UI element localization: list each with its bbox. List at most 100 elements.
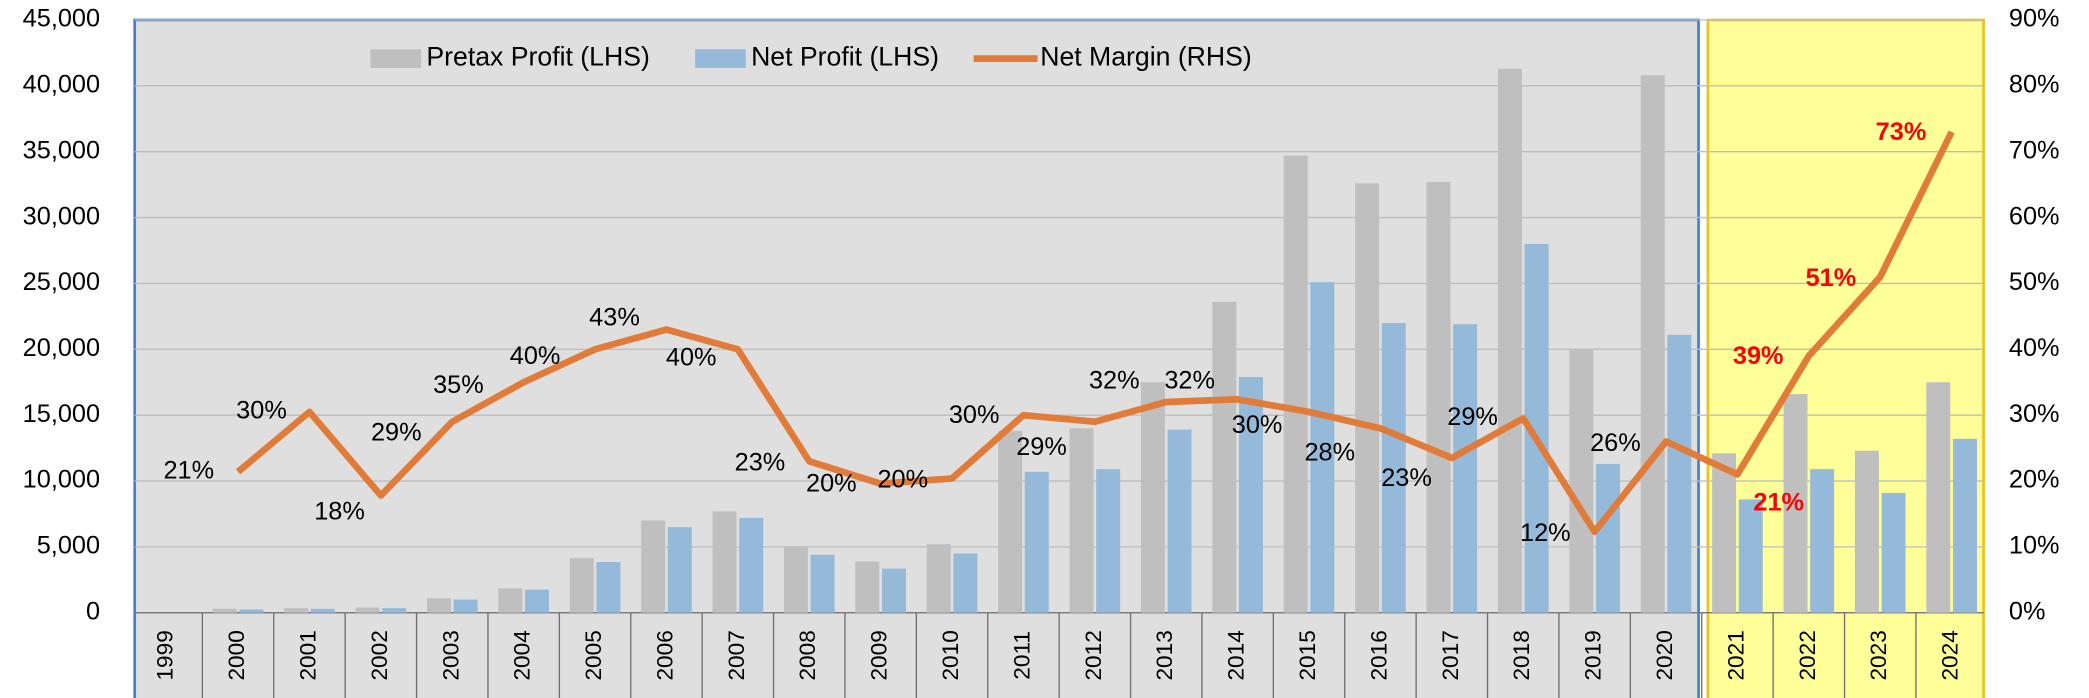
data-label: 23% [735,449,786,477]
legend-label: Net Margin (RHS) [1040,42,1252,72]
bar [1783,394,1808,613]
legend-label: Net Profit (LHS) [751,42,939,72]
y2-tick-label: 0% [2009,597,2046,625]
x-tick-label: 2019 [1581,630,1606,680]
x-tick-label: 2004 [510,630,535,680]
x-tick-label: 2009 [867,630,892,680]
data-label: 20% [877,466,928,494]
x-tick-label: 2015 [1295,630,1320,680]
y2-tick-label: 70% [2009,136,2060,164]
bar [1140,382,1165,613]
x-tick-label: 2021 [1723,630,1748,680]
bar [426,598,451,613]
bar [239,609,264,613]
data-label: 26% [1590,429,1641,457]
x-tick-label: 2016 [1366,630,1391,680]
data-label: 29% [1447,403,1498,431]
bar [1667,334,1692,613]
bar [569,558,594,613]
bar [1738,499,1763,613]
bar [667,527,692,613]
bar [855,561,880,613]
bar [810,554,835,613]
bar [453,599,478,613]
bar [1453,324,1478,613]
x-tick-label: 2022 [1795,630,1820,680]
x-tick-label: 2012 [1081,630,1106,680]
bar [1810,469,1835,613]
bar [284,608,309,613]
y-tick-label: 5,000 [37,532,100,560]
plot: 0 5,000 10,000 15,000 20,000 25,000 30,000 35,0… [23,5,2060,698]
x-tick-label: 2002 [367,630,392,680]
y2-tick-label: 90% [2009,5,2060,33]
bar [1167,429,1192,613]
bar [1524,243,1549,613]
bar [1381,322,1406,613]
bar [498,588,523,613]
bar [382,608,407,613]
bar [1426,182,1451,613]
bar [926,544,951,613]
y-tick-label: 20,000 [23,334,100,362]
data-label: 21% [163,456,214,484]
bar [712,511,737,613]
data-label: 32% [1164,367,1215,395]
data-label: 12% [1520,519,1571,547]
data-label: 30% [236,397,287,425]
bar [1238,376,1263,613]
data-label: 40% [666,343,717,371]
y-tick-label: 25,000 [23,268,100,296]
data-label: 35% [433,371,484,399]
bar [355,607,380,613]
data-label: 29% [1016,433,1067,461]
bar [310,608,335,613]
bar [1712,453,1737,613]
line [235,130,1955,536]
x-tick-label: 2005 [581,630,606,680]
y-tick-label: 40,000 [23,71,100,99]
bar [1212,301,1237,613]
bar [1024,471,1049,613]
y-tick-label: 45,000 [23,5,100,33]
x-tick-label: 2000 [224,630,249,680]
bar [1926,382,1951,613]
y2-tick-label: 50% [2009,268,2060,296]
bar [881,568,906,613]
x-tick-label: 2001 [295,630,320,680]
bar [212,608,237,613]
bar [1069,428,1094,613]
legend-swatch [695,49,746,68]
data-label: 73% [1876,118,1927,146]
data-label: 39% [1733,342,1784,370]
y-tick-label: 10,000 [23,466,100,494]
bar [641,520,666,613]
x-tick-label: 2014 [1224,630,1249,680]
bar [596,562,621,613]
legend-swatch [370,49,422,68]
data-label: 23% [1381,464,1432,492]
y-tick-label: 15,000 [23,400,100,428]
y2-tick-label: 30% [2009,400,2060,428]
x-tick-label: 2020 [1652,630,1677,680]
x-tick-label: 2011 [1009,631,1034,680]
bar [1640,75,1665,613]
bar [1355,183,1380,613]
data-label: 43% [589,304,640,332]
bar [1881,492,1906,613]
data-label: 20% [806,470,857,498]
bar [1096,469,1121,613]
bar [524,589,549,613]
data-label: 28% [1305,438,1356,466]
data-label: 40% [510,342,561,370]
bar [1310,282,1335,613]
y2-tick-label: 20% [2009,466,2060,494]
x-tick-label: 2017 [1438,630,1463,680]
y-tick-label: 0 [86,597,100,625]
bar [739,517,764,613]
bar [1854,450,1879,613]
legend-label: Pretax Profit (LHS) [426,42,649,72]
x-tick-label: 2007 [724,630,749,680]
